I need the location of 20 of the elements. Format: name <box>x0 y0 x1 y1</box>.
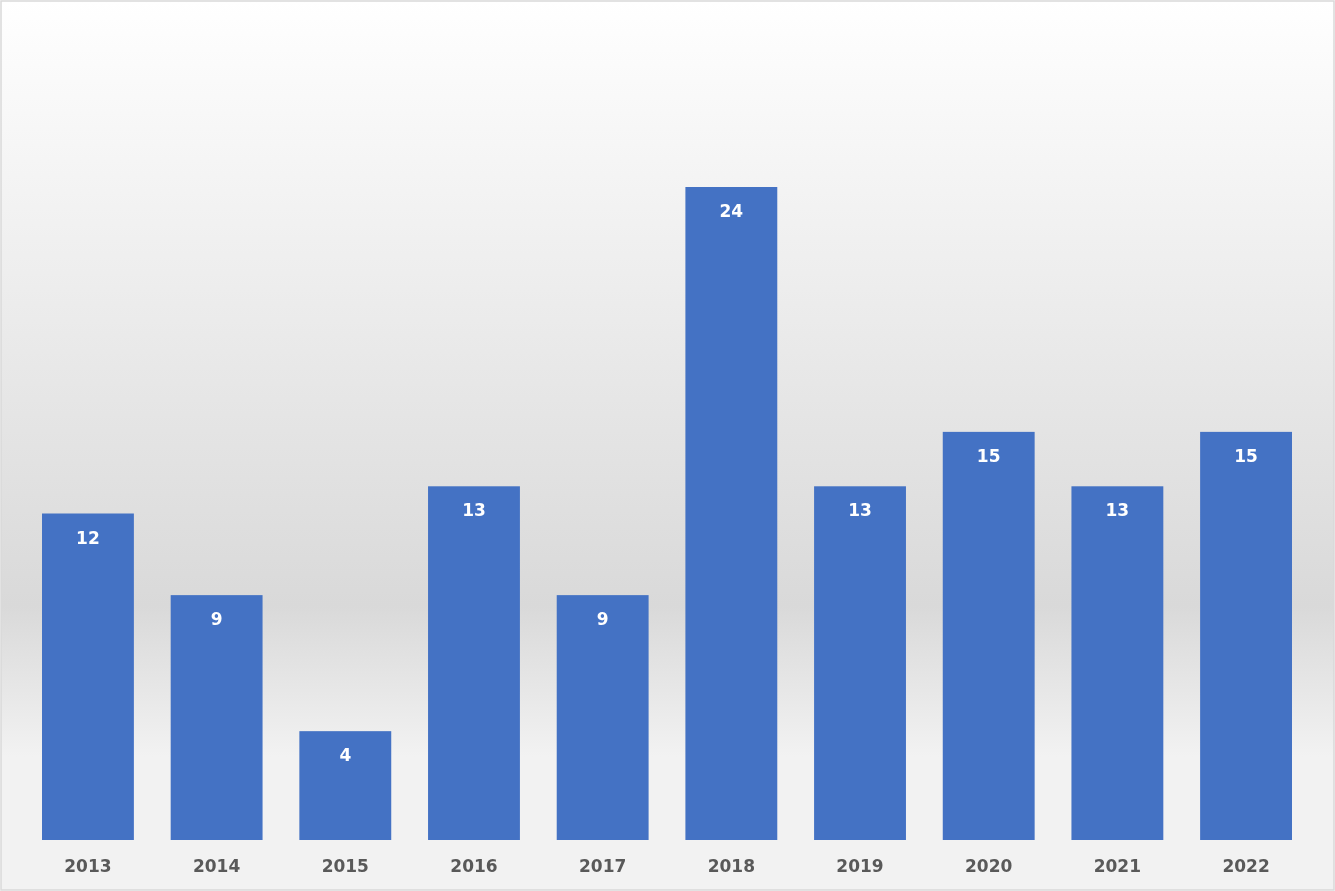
x-tick-label: 2014 <box>192 856 241 876</box>
x-tick-label: 2018 <box>707 856 755 876</box>
x-tick-label: 2020 <box>965 856 1013 876</box>
data-label: 9 <box>596 609 609 630</box>
data-label: 24 <box>719 201 744 221</box>
data-label: 4 <box>339 745 352 766</box>
data-label: 13 <box>848 500 872 521</box>
x-tick-label: 2019 <box>836 856 884 876</box>
data-label: 15 <box>976 445 1001 466</box>
data-label: 15 <box>1234 445 1258 466</box>
x-tick-label: 2013 <box>64 856 112 876</box>
x-tick-label: 2022 <box>1222 856 1270 876</box>
data-label: 13 <box>462 500 486 521</box>
data-label: 9 <box>210 609 223 630</box>
x-tick-label: 2021 <box>1093 856 1142 876</box>
data-label: 13 <box>1105 500 1130 521</box>
x-tick-label: 2016 <box>450 856 498 876</box>
x-tick-label: 2017 <box>579 856 627 876</box>
data-label: 12 <box>76 527 100 548</box>
x-tick-label: 2015 <box>321 856 369 876</box>
